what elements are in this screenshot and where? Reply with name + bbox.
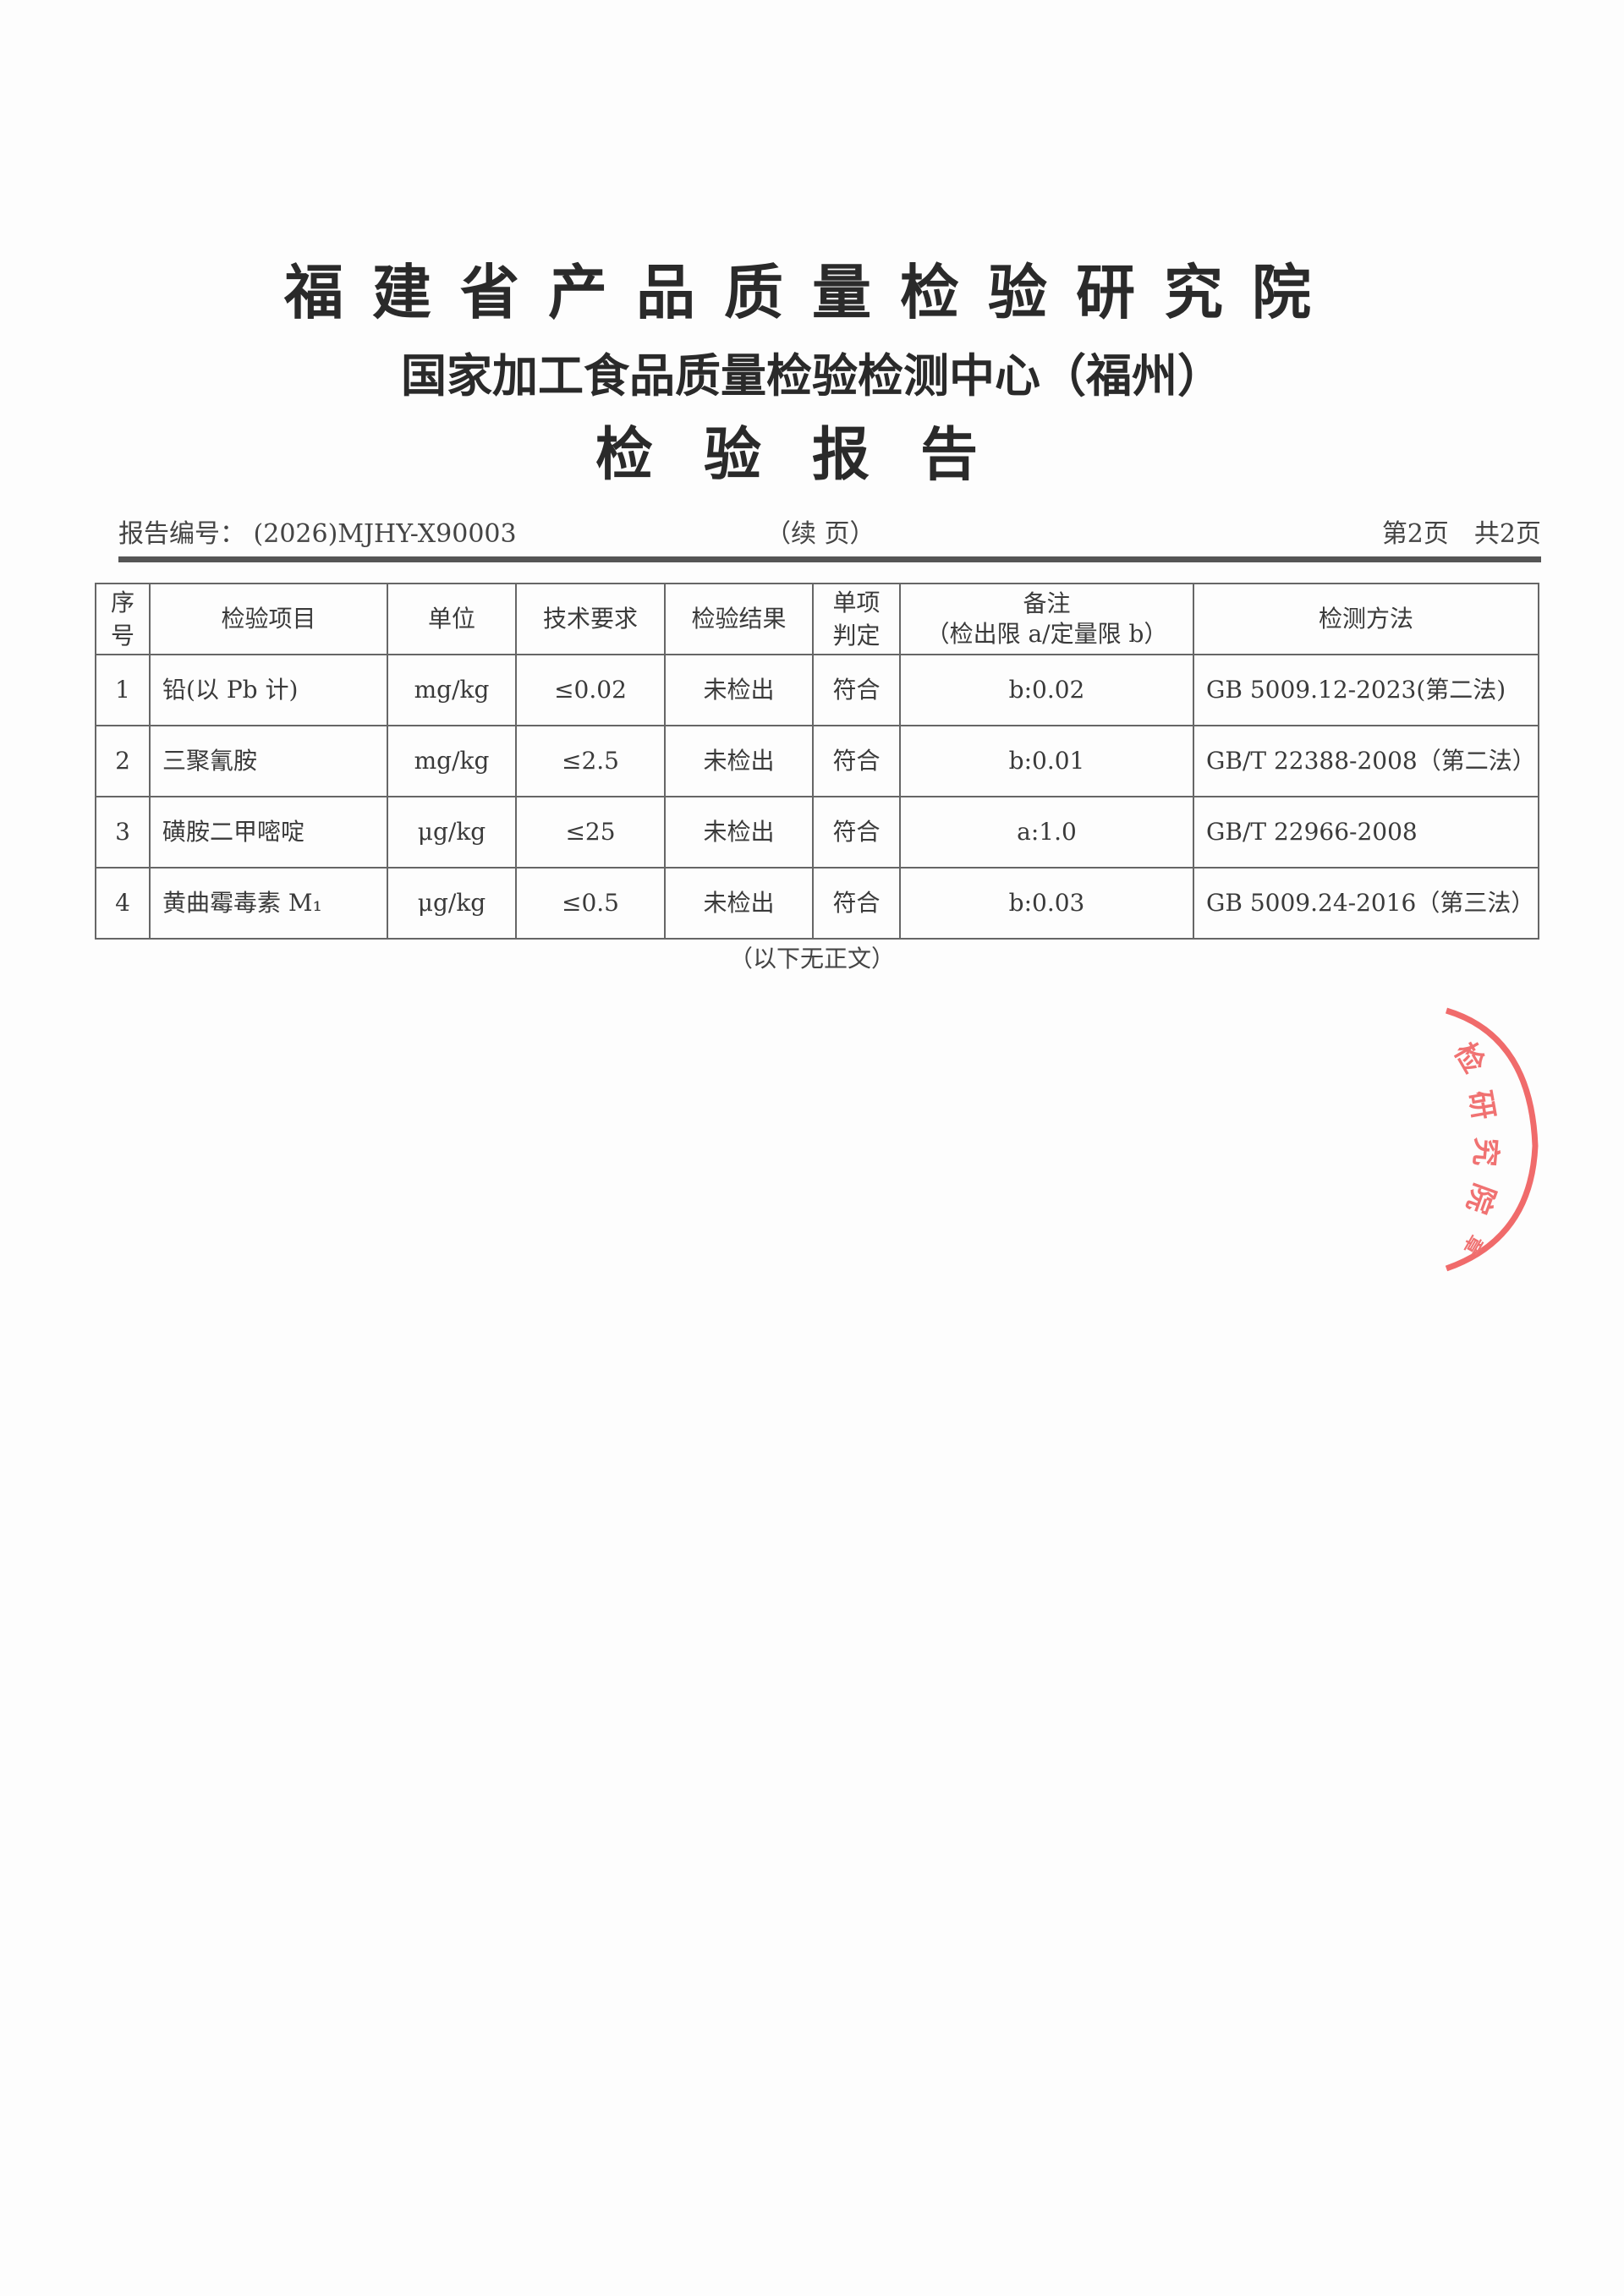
svg-text:章: 章 [1458,1231,1487,1258]
cell-unit: mg/kg [387,725,517,797]
cell-result: 未检出 [664,725,814,797]
document-title: 检验报告 [595,421,1029,489]
col-unit: 单位 [387,583,517,655]
cell-method: GB 5009.24-2016（第三法） [1193,867,1539,940]
cell-unit: mg/kg [387,654,517,726]
table-row: 1 铅(以 Pb 计) mg/kg ≤0.02 未检出 符合 b:0.02 GB 5009.1… [95,654,1539,726]
svg-text:究: 究 [1467,1136,1503,1167]
table-header-row: 序 号 检验项目 单位 技术要求 检验结果 单项判定 备注 （检出限 a/定量限 … [95,583,1539,655]
cell-method: GB/T 22388-2008（第二法） [1193,725,1539,797]
col-item: 检验项目 [149,583,388,655]
cell-item: 铅(以 Pb 计) [149,654,388,726]
cell-req: ≤25 [515,796,666,869]
cell-seq: 1 [95,654,151,726]
cell-judge: 符合 [812,867,901,940]
end-note: （以下无正文） [728,945,895,973]
official-seal: 检 研 究 院 章 [1445,1007,1539,1272]
col-remark: 备注 （检出限 a/定量限 b） [899,583,1194,655]
col-judgement-label: 单项判定 [832,588,881,649]
cell-seq: 2 [95,725,151,797]
cell-seq: 3 [95,796,151,869]
cell-remark: b:0.01 [899,725,1194,797]
cell-unit: μg/kg [387,867,517,940]
cell-method: GB 5009.12-2023(第二法) [1193,654,1539,726]
col-seq: 序 号 [95,583,151,655]
cell-remark: a:1.0 [899,796,1194,869]
col-remark-line2: （检出限 a/定量限 b） [925,620,1168,648]
cell-req: ≤2.5 [515,725,666,797]
table-row: 4 黄曲霉毒素 M₁ μg/kg ≤0.5 未检出 符合 b:0.03 GB 5009.24-… [95,867,1539,940]
svg-text:检: 检 [1447,1038,1491,1079]
results-table: 序 号 检验项目 单位 技术要求 检验结果 单项判定 备注 （检出限 a/定量限 … [95,583,1539,940]
institute-name: 福建省产品质量检验研究院 [284,257,1340,327]
cell-judge: 符合 [812,796,901,869]
cell-judge: 符合 [812,725,901,797]
center-name: 国家加工食品质量检验检测中心（福州） [401,348,1223,403]
cell-item: 黄曲霉毒素 M₁ [149,867,388,940]
page-info: 第2页 共2页 [1381,519,1541,549]
cell-result: 未检出 [664,867,814,940]
col-remark-line1: 备注 [1023,589,1071,617]
cell-result: 未检出 [664,654,814,726]
svg-text:研: 研 [1462,1088,1501,1122]
cell-seq: 4 [95,867,151,940]
cell-remark: b:0.02 [899,654,1194,726]
cell-remark: b:0.03 [899,867,1194,940]
cell-item: 三聚氰胺 [149,725,388,797]
cell-req: ≤0.02 [515,654,666,726]
cell-method: GB/T 22966-2008 [1193,796,1539,869]
table-row: 3 磺胺二甲嘧啶 μg/kg ≤25 未检出 符合 a:1.0 GB/T 22966-2008 [95,796,1539,869]
col-method: 检测方法 [1193,583,1539,655]
report-number: 报告编号： (2026)MJHY-X90003 [118,512,517,550]
report-number-value: (2026)MJHY-X90003 [253,519,517,549]
col-requirement: 技术要求 [515,583,666,655]
col-result: 检验结果 [664,583,814,655]
cell-item: 磺胺二甲嘧啶 [149,796,388,869]
cell-req: ≤0.5 [515,867,666,940]
cell-result: 未检出 [664,796,814,869]
cell-judge: 符合 [812,654,901,726]
col-judgement: 单项判定 [812,583,901,655]
continued-label: （续 页） [765,519,875,549]
svg-text:院: 院 [1460,1179,1501,1218]
report-number-label: 报告编号： [118,519,245,549]
header-rule [118,556,1541,562]
table-row: 2 三聚氰胺 mg/kg ≤2.5 未检出 符合 b:0.01 GB/T 22388-2008… [95,725,1539,797]
cell-unit: μg/kg [387,796,517,869]
